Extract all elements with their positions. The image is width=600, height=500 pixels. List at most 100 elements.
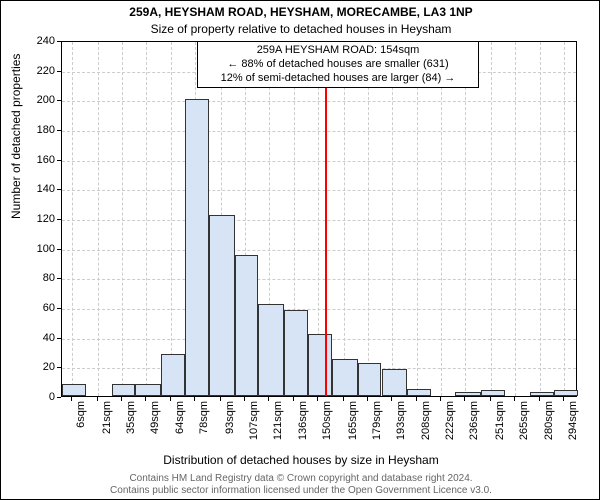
y-tick-mark [57,308,61,309]
gridline-v [98,42,99,396]
footnote-line2: Contains public sector information licen… [110,485,492,496]
chart-title-line2: Size of property relative to detached ho… [1,22,600,36]
histogram-bar [332,359,358,396]
x-tick-mark [194,397,195,401]
gridline-v [564,42,565,396]
histogram-bar [135,384,161,396]
y-tick-label: 100 [15,243,55,255]
x-tick-label: 78sqm [198,401,210,445]
x-tick-mark [539,397,540,401]
y-tick-label: 160 [15,154,55,166]
y-tick-label: 240 [15,35,55,47]
histogram-bar [258,304,284,396]
x-tick-label: 222sqm [444,401,456,445]
x-tick-mark [563,397,564,401]
gridline-v [392,42,393,396]
x-tick-label: 193sqm [395,401,407,445]
histogram-bar [308,334,332,396]
x-tick-mark [514,397,515,401]
y-tick-mark [57,397,61,398]
histogram-bar [209,215,235,396]
y-tick-mark [57,160,61,161]
x-tick-label: 35sqm [125,401,137,445]
annotation-line2: ← 88% of detached houses are smaller (63… [202,58,474,72]
y-tick-mark [57,338,61,339]
x-tick-label: 6sqm [75,401,87,445]
x-tick-mark [268,397,269,401]
x-tick-mark [71,397,72,401]
y-tick-mark [57,189,61,190]
x-tick-label: 265sqm [518,401,530,445]
y-tick-label: 80 [15,272,55,284]
x-tick-mark [220,397,221,401]
x-tick-label: 165sqm [347,401,359,445]
y-tick-label: 140 [15,183,55,195]
x-tick-label: 107sqm [248,401,260,445]
y-tick-label: 40 [15,332,55,344]
gridline-v [441,42,442,396]
y-tick-label: 0 [15,391,55,403]
gridline-v [171,42,172,396]
gridline-v [344,42,345,396]
footnote: Contains HM Land Registry data © Crown c… [1,473,600,497]
annotation-line3: 12% of semi-detached houses are larger (… [202,72,474,86]
y-tick-label: 200 [15,94,55,106]
gridline-v [146,42,147,396]
histogram-bar [112,384,136,396]
y-tick-mark [57,100,61,101]
x-tick-label: 150sqm [321,401,333,445]
y-tick-mark [57,130,61,131]
chart-title-line1: 259A, HEYSHAM ROAD, HEYSHAM, MORECAMBE, … [1,5,600,19]
reference-line [325,42,327,396]
y-tick-mark [57,219,61,220]
chart-container: 259A, HEYSHAM ROAD, HEYSHAM, MORECAMBE, … [0,0,600,500]
gridline-v [491,42,492,396]
histogram-bar [554,390,578,396]
histogram-bar [62,384,86,396]
x-tick-label: 93sqm [224,401,236,445]
x-tick-label: 208sqm [420,401,432,445]
x-tick-mark [145,397,146,401]
x-tick-label: 64sqm [174,401,186,445]
y-tick-mark [57,278,61,279]
footnote-line1: Contains HM Land Registry data © Crown c… [129,473,472,484]
annotation-line1: 259A HEYSHAM ROAD: 154sqm [202,44,474,58]
x-tick-label: 236sqm [468,401,480,445]
x-tick-mark [343,397,344,401]
x-tick-mark [121,397,122,401]
x-tick-label: 136sqm [297,401,309,445]
gridline-v [540,42,541,396]
y-tick-mark [57,367,61,368]
x-tick-mark [317,397,318,401]
histogram-bar [161,354,185,396]
x-tick-label: 251sqm [494,401,506,445]
y-tick-mark [57,71,61,72]
histogram-bar [284,310,308,396]
y-tick-mark [57,41,61,42]
x-tick-label: 294sqm [567,401,579,445]
x-tick-label: 49sqm [149,401,161,445]
x-tick-label: 280sqm [543,401,555,445]
y-tick-label: 60 [15,302,55,314]
x-tick-mark [244,397,245,401]
histogram-bar [235,255,259,396]
histogram-bar [407,389,431,396]
gridline-v [122,42,123,396]
gridline-v [417,42,418,396]
x-tick-label: 21sqm [101,401,113,445]
histogram-bar [481,390,505,396]
x-tick-mark [464,397,465,401]
histogram-bar [185,99,209,396]
x-tick-mark [440,397,441,401]
x-tick-mark [293,397,294,401]
y-tick-label: 120 [15,213,55,225]
y-tick-mark [57,249,61,250]
plot-area [61,41,577,397]
y-tick-label: 180 [15,124,55,136]
x-tick-label: 179sqm [371,401,383,445]
histogram-bar [358,363,382,396]
histogram-bar [382,369,408,396]
y-tick-label: 20 [15,361,55,373]
y-tick-label: 220 [15,65,55,77]
x-tick-mark [391,397,392,401]
